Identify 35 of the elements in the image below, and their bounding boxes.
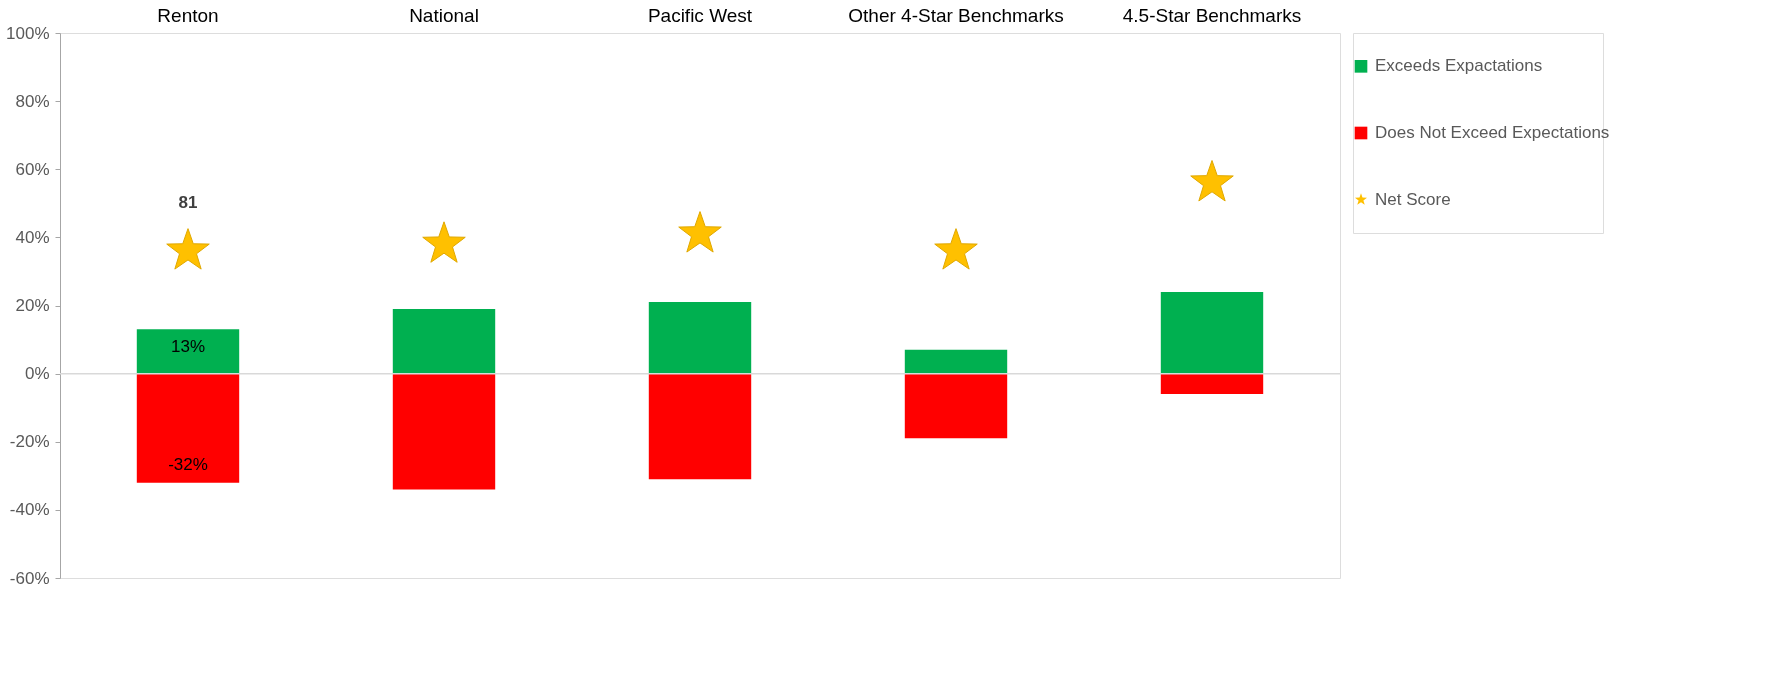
y-tick-label: 20%: [15, 296, 50, 315]
y-tick-label: 60%: [15, 159, 50, 179]
x-tick-label: Renton: [157, 4, 219, 26]
bar: [904, 349, 1008, 374]
data-label: -32%: [168, 454, 208, 474]
annotation: 81: [178, 193, 198, 212]
point: [1190, 160, 1234, 202]
point: [166, 228, 210, 270]
x-tick-label: Other 4-Star Benchmarks: [848, 4, 1064, 26]
bar: [1160, 291, 1264, 374]
legend-label: Net Score: [1375, 189, 1451, 209]
x-tick-label: National: [409, 4, 479, 26]
x-tick-label: Pacific West: [647, 4, 753, 26]
point: [934, 228, 978, 270]
legend-label: Does Not Exceed Expectations: [1375, 123, 1610, 142]
bar: [392, 308, 496, 374]
bar: [392, 373, 496, 490]
y-tick-label: -40%: [9, 500, 50, 520]
y-tick-label: -60%: [9, 568, 50, 588]
bar: [904, 373, 1008, 439]
x-tick-label: 4.5-Star Benchmarks: [1122, 4, 1302, 26]
y-tick-label: 100%: [6, 23, 50, 43]
bar: [648, 373, 752, 480]
point: [422, 221, 466, 263]
bar: [1160, 373, 1264, 395]
legend-label: Exceeds Expactations: [1375, 56, 1543, 76]
data-label: 13%: [170, 337, 206, 357]
bar: [136, 329, 240, 374]
bar: [648, 302, 752, 374]
y-tick-label: -20%: [9, 432, 50, 452]
y-tick-label: 0%: [24, 364, 50, 384]
bar: [136, 373, 240, 483]
point: [678, 211, 722, 253]
y-tick-label: 40%: [15, 227, 50, 247]
y-tick-label: 80%: [15, 91, 50, 111]
